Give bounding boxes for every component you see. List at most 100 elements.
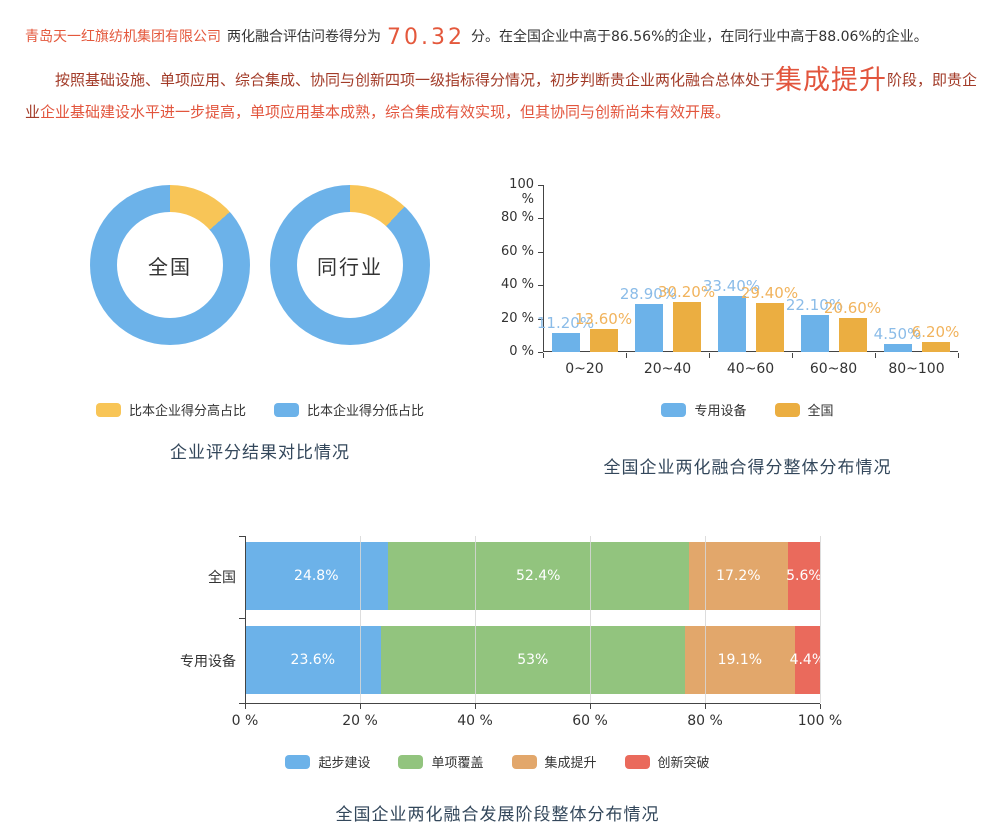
x-axis-label: 100 % <box>797 713 843 729</box>
legend-label: 创新突破 <box>657 756 710 771</box>
bar-value-label: 28.90% <box>619 284 678 303</box>
stacked-segment-创新突破[interactable]: 5.6% <box>786 542 822 610</box>
bar-value-label: 11.20% <box>536 314 595 333</box>
chart-title-comparison: 企业评分结果对比情况 <box>170 443 350 463</box>
stacked-bar-chart: 全国 24.8% 52.4% 17.2% 5.6% 专用设备 23.6% 53% 19.1% 4.… <box>0 520 995 745</box>
bar-value-label: 22.10% <box>785 296 844 315</box>
stacked-segment-创新突破[interactable]: 4.4% <box>790 626 825 694</box>
x-axis-label: 60~80 <box>809 361 858 377</box>
legend-item-集成提升[interactable]: 集成提升 <box>511 752 597 771</box>
legend-item-比本企业得分低占比[interactable]: 比本企业得分低占比 <box>274 400 424 419</box>
x-axis-tick <box>590 704 591 709</box>
legend-item-全国[interactable]: 全国 <box>774 400 834 419</box>
y-axis-label: 80 % <box>500 210 534 226</box>
y-axis-tick <box>239 703 245 704</box>
legend-swatch <box>274 402 299 417</box>
y-axis-tick <box>538 285 543 287</box>
x-axis-tick <box>958 353 959 358</box>
stacked-segment-单项覆盖[interactable]: 53% <box>380 626 685 694</box>
legend-swatch <box>661 402 687 417</box>
stacked-row-专用设备: 23.6% 53% 19.1% 4.4% <box>245 626 825 694</box>
legend-label: 起步建设 <box>318 756 371 771</box>
y-axis-label: 0 % <box>509 344 534 359</box>
stage-highlight: 集成提升 <box>775 65 888 96</box>
x-axis-label: 0~20 <box>565 361 604 377</box>
x-axis-tick <box>475 704 476 709</box>
donut-chart-national[interactable]: 全国 <box>90 185 250 345</box>
y-axis-tick <box>538 218 543 220</box>
x-axis-tick <box>626 353 627 358</box>
bar-value-label: 4.50% <box>873 325 922 344</box>
y-axis-label: 20 % <box>500 310 534 326</box>
gridline <box>360 536 361 703</box>
intro-paragraph: 青岛天一红旗纺机集团有限公司 两化融合评估问卷得分为 70.32 分。在全国企业中高于… <box>25 24 980 50</box>
bar-专用设备-80~100[interactable] <box>883 344 912 352</box>
legend-item-单项覆盖[interactable]: 单项覆盖 <box>398 752 484 771</box>
segment-value-label: 53% <box>517 652 549 668</box>
y-axis-tick <box>239 536 245 537</box>
legend-swatch <box>774 402 800 417</box>
intro-prefix: 两化融合评估问卷得分为 <box>227 29 381 45</box>
legend-swatch <box>398 754 424 769</box>
bar-专用设备-60~80[interactable] <box>800 315 829 352</box>
assessment-paragraph: 按照基础设施、单项应用、综合集成、协同与创新四项一级指标得分情况，初步判断贵企业… <box>25 64 983 128</box>
segment-value-label: 17.2% <box>716 568 761 584</box>
bar-全国-80~100[interactable] <box>921 341 950 352</box>
donut-hole: 全国 <box>117 212 223 318</box>
legend-label: 单项覆盖 <box>431 756 484 771</box>
segment-value-label: 52.4% <box>516 568 561 584</box>
stacked-segment-集成提升[interactable]: 19.1% <box>685 626 795 694</box>
bar-专用设备-40~60[interactable] <box>717 296 746 352</box>
y-axis-label: 100 % <box>509 177 534 207</box>
bar-全国-60~80[interactable] <box>838 317 867 352</box>
bar-value-label: 29.40% <box>740 283 799 302</box>
bar-value-label: 20.60% <box>823 298 882 317</box>
legend-label: 全国 <box>807 404 834 419</box>
x-axis-tick <box>792 353 793 358</box>
legend-item-比本企业得分高占比[interactable]: 比本企业得分高占比 <box>95 400 246 419</box>
row-label-全国: 全国 <box>208 570 236 586</box>
bar-全国-0~20[interactable] <box>589 329 618 352</box>
bar-legend: 专用设备 全国 <box>500 400 995 419</box>
legend-label: 比本企业得分低占比 <box>307 404 425 419</box>
x-axis-line <box>245 703 820 704</box>
y-axis-tick <box>538 352 543 353</box>
x-axis-label: 20~40 <box>643 361 692 377</box>
stacked-segment-集成提升[interactable]: 17.2% <box>688 542 788 610</box>
x-axis-tick <box>705 704 706 709</box>
legend-swatch <box>95 402 121 417</box>
bar-全国-20~40[interactable] <box>672 301 701 352</box>
stacked-segment-起步建设[interactable]: 24.8% <box>245 542 388 610</box>
x-axis-label: 40~60 <box>726 361 775 377</box>
legend-item-起步建设[interactable]: 起步建设 <box>285 752 370 771</box>
bar-全国-40~60[interactable] <box>755 302 784 352</box>
stacked-legend: 起步建设 单项覆盖 集成提升 创新突破 <box>0 752 995 771</box>
bar-value-label: 6.20% <box>911 322 960 341</box>
legend-label: 专用设备 <box>694 404 747 419</box>
segment-value-label: 23.6% <box>290 652 336 668</box>
legend-item-专用设备[interactable]: 专用设备 <box>661 400 747 419</box>
x-axis-label: 40 % <box>457 713 493 729</box>
bar-专用设备-0~20[interactable] <box>551 333 580 352</box>
legend-item-创新突破[interactable]: 创新突破 <box>624 752 710 771</box>
legend-label: 比本企业得分高占比 <box>128 404 246 419</box>
segment-value-label: 19.1% <box>717 652 763 668</box>
bar-专用设备-20~40[interactable] <box>634 303 663 352</box>
y-axis-tick <box>538 318 543 320</box>
stacked-segment-单项覆盖[interactable]: 52.4% <box>387 542 689 610</box>
score-distribution-section: 0 % 20 % 40 % 60 % 80 % 100 % 0~20 11.20% 13.60%… <box>500 170 995 480</box>
y-axis-tick <box>538 185 543 186</box>
stage-distribution-section: 全国 24.8% 52.4% 17.2% 5.6% 专用设备 23.6% 53% 19.1% 4.… <box>0 520 995 829</box>
bar-value-label: 30.20% <box>657 282 716 301</box>
gridline <box>590 536 591 703</box>
stacked-segment-起步建设[interactable]: 23.6% <box>245 626 381 694</box>
donut-chart-industry[interactable]: 同行业 <box>270 185 430 345</box>
segment-value-label: 5.6% <box>786 568 822 584</box>
y-axis-tick <box>538 251 543 253</box>
donut-comparison-section: 全国 同行业 比本企业得分高占比 比本企业得分低占比 企业评分结果对比情况 <box>60 170 460 480</box>
legend-label: 集成提升 <box>544 756 597 771</box>
donut-legend: 比本企业得分高占比 比本企业得分低占比 <box>60 400 460 419</box>
gridline <box>820 536 821 703</box>
assessment-part1: 按照基础设施、单项应用、综合集成、协同与创新四项一级指标得分情况，初步判断贵企业… <box>55 71 776 89</box>
